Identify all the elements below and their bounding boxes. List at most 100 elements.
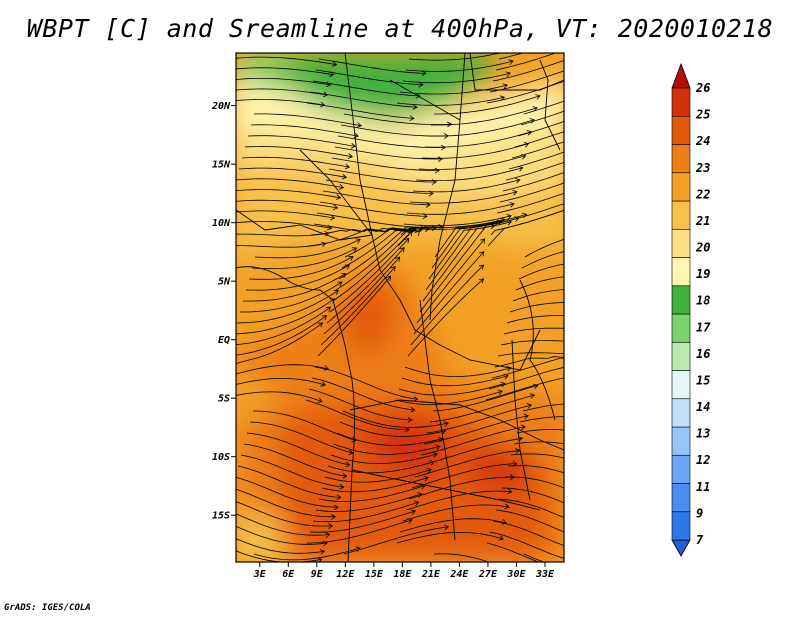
- colorbar-swatch: [671, 313, 691, 343]
- colorbar: 7 9 11 12 13 14 15 16 17 18 19 20 21 22 23 24 25 26: [671, 62, 711, 557]
- streamline: [236, 290, 339, 324]
- lon-tick-label: 6E: [282, 569, 295, 580]
- streamline: [400, 219, 505, 236]
- streamline: [331, 157, 440, 171]
- streamline: [309, 510, 416, 533]
- streamline: [344, 226, 443, 258]
- streamline-arrow: [437, 156, 443, 162]
- streamline-arrow: [335, 194, 342, 200]
- streamline: [403, 215, 512, 226]
- streamline-arrow: [509, 474, 516, 480]
- streamline: [253, 547, 361, 561]
- streamline: [236, 513, 330, 536]
- streamline: [250, 124, 359, 137]
- lat-tick-label: 5S: [218, 394, 230, 405]
- streamline: [339, 421, 446, 437]
- grads-credit: GrADS: IGES/COLA: [4, 603, 91, 613]
- streamline-arrow: [586, 571, 590, 576]
- streamline-arrow: [592, 48, 597, 53]
- lon-tick-label: 21E: [421, 569, 441, 580]
- streamline-arrow: [588, 200, 593, 205]
- streamline-arrow: [323, 365, 329, 371]
- streamline-arrow: [624, 568, 628, 573]
- streamline-arrow: [481, 224, 487, 230]
- lat-tick-label: 5N: [218, 277, 231, 288]
- streamline: [236, 298, 335, 335]
- streamline-arrow: [502, 83, 508, 89]
- streamline: [504, 476, 564, 489]
- streamline-arrow: [598, 26, 603, 31]
- streamline-arrow: [415, 92, 421, 99]
- lon-tick-label: 12E: [336, 569, 355, 580]
- streamline: [418, 155, 526, 170]
- streamline-arrow: [610, 474, 615, 479]
- lon-tick-label: 9E: [311, 569, 324, 580]
- streamline-arrow: [341, 273, 347, 278]
- streamline-arrow: [333, 289, 339, 295]
- lon-tick-label: 15E: [365, 569, 384, 580]
- streamline: [318, 485, 426, 502]
- streamline: [420, 426, 526, 456]
- streamline-arrow: [350, 142, 357, 149]
- streamline-arrow: [421, 70, 427, 77]
- streamline: [416, 238, 486, 324]
- streamline-arrow: [410, 509, 417, 515]
- streamline: [236, 56, 337, 66]
- streamline-arrow: [338, 184, 345, 190]
- streamline-arrow: [599, 169, 604, 174]
- colorbar-label: 22: [695, 187, 710, 201]
- streamline-arrow: [532, 383, 539, 390]
- map-title: WBPT [C] and Sreamline at 400hPa, VT: 20…: [26, 14, 774, 43]
- streamline-arrow: [390, 266, 396, 272]
- streamline-arrow: [407, 417, 413, 423]
- colorbar-bottom-triangle: [671, 539, 691, 557]
- colorbar-label: 15: [696, 373, 710, 387]
- streamline: [326, 247, 405, 324]
- streamline-arrow: [479, 251, 485, 257]
- streamline-arrow: [508, 59, 514, 65]
- streamline: [434, 95, 541, 115]
- streamline: [252, 410, 357, 441]
- streamline: [411, 463, 517, 489]
- streamline: [247, 135, 356, 147]
- streamline-arrow: [589, 60, 594, 65]
- streamline-arrow: [496, 219, 503, 226]
- country-boundaries: [236, 53, 564, 562]
- colorbar-swatch: [671, 200, 691, 230]
- streamline-arrow: [605, 340, 609, 345]
- streamline: [399, 518, 507, 533]
- streamline: [426, 404, 532, 434]
- streamline: [323, 256, 400, 335]
- streamline-arrow: [595, 37, 600, 42]
- streamline: [489, 70, 564, 93]
- streamline: [236, 391, 323, 402]
- streamline: [310, 227, 416, 236]
- streamline-arrow: [597, 355, 601, 360]
- streamline: [500, 340, 564, 346]
- streamline: [236, 364, 329, 375]
- streamline: [315, 493, 422, 512]
- streamline: [243, 443, 347, 477]
- streamline-arrow: [339, 483, 345, 490]
- streamline-arrow: [336, 494, 342, 501]
- streamline: [236, 67, 334, 76]
- streamline: [408, 476, 515, 500]
- streamline: [413, 251, 485, 335]
- streamline-arrow: [348, 449, 354, 455]
- streamline-arrow: [331, 61, 338, 67]
- streamline: [521, 251, 564, 269]
- streamline-arrow: [518, 166, 524, 172]
- streamline-arrow: [607, 488, 612, 493]
- colorbar-swatch: [671, 454, 691, 484]
- streamline-arrow: [592, 550, 596, 555]
- lon-tick-label: 27E: [478, 569, 498, 580]
- streamline: [421, 143, 529, 159]
- colorbar-label: 23: [695, 161, 710, 175]
- colorbar-swatch: [671, 87, 691, 117]
- streamline-arrow: [596, 180, 601, 185]
- streamline: [319, 201, 428, 217]
- streamline: [432, 385, 538, 412]
- streamline: [309, 91, 417, 108]
- streamline-arrow: [618, 274, 622, 279]
- streamline: [318, 58, 426, 74]
